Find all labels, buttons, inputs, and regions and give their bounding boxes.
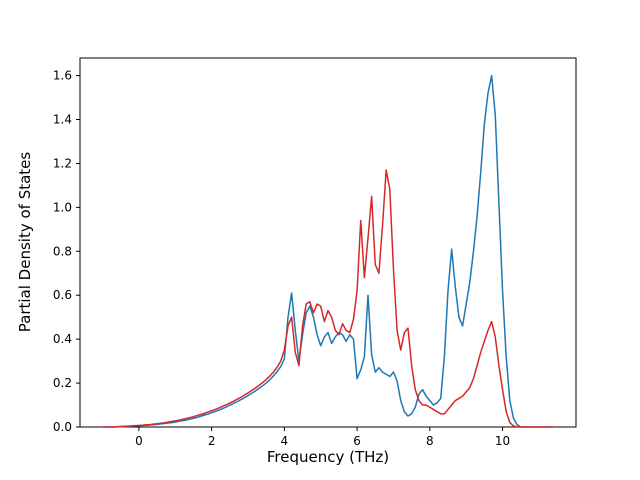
x-tick-label: 6: [353, 434, 361, 448]
y-tick-label: 1.4: [53, 113, 72, 127]
y-tick-label: 1.6: [53, 69, 72, 83]
y-tick-label: 0.4: [53, 332, 72, 346]
series-blue-line: [101, 74, 555, 428]
y-tick-label: 1.0: [53, 200, 72, 214]
y-tick-label: 0.6: [53, 288, 72, 302]
x-tick-label: 10: [495, 434, 510, 448]
y-axis-label: Partial Density of States: [16, 151, 34, 333]
y-tick-label: 0.0: [53, 420, 72, 434]
x-tick-label: 8: [426, 434, 434, 448]
x-tick-label: 0: [135, 434, 143, 448]
x-tick-label: 4: [281, 434, 289, 448]
y-tick-label: 0.2: [53, 376, 72, 390]
x-axis-label: Frequency (THz): [266, 448, 390, 466]
x-tick-label: 2: [208, 434, 216, 448]
y-tick-label: 1.2: [53, 156, 72, 170]
plot-border: [79, 57, 577, 428]
y-tick-label: 0.8: [53, 244, 72, 258]
series-red-line: [101, 169, 555, 428]
